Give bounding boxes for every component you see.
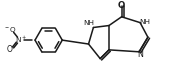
- Text: $^-$O: $^-$O: [3, 25, 17, 34]
- Text: NH: NH: [83, 20, 94, 26]
- Text: O: O: [118, 1, 125, 10]
- Text: O: O: [7, 45, 13, 54]
- Text: N$^+$: N$^+$: [15, 35, 27, 45]
- Text: N: N: [137, 50, 143, 59]
- Text: NH: NH: [139, 19, 150, 25]
